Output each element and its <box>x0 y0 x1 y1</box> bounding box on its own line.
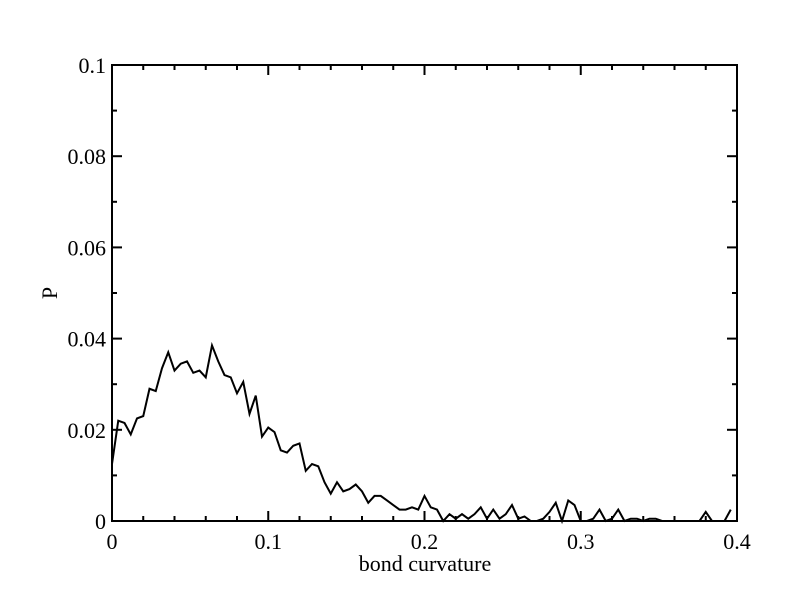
x-tick-label: 0.3 <box>567 529 595 554</box>
x-tick-label: 0.1 <box>255 529 283 554</box>
y-tick-labels: 0 0.02 0.04 0.06 0.08 0.1 <box>68 53 107 534</box>
y-tick-label: 0.08 <box>68 144 107 169</box>
x-tick-labels: 0 0.1 0.2 0.3 0.4 <box>107 529 751 554</box>
x-tick-label: 0.2 <box>411 529 439 554</box>
y-tick-label: 0.1 <box>79 53 107 78</box>
minor-ticks <box>112 65 737 521</box>
y-tick-label: 0.02 <box>68 418 107 443</box>
x-axis-label: bond curvature <box>359 551 492 576</box>
x-tick-label: 0.4 <box>723 529 751 554</box>
x-tick-label: 0 <box>107 529 118 554</box>
y-axis-label: P <box>37 287 62 299</box>
y-tick-label: 0.06 <box>68 235 107 260</box>
plot-frame <box>111 64 738 522</box>
major-ticks <box>111 64 738 522</box>
y-tick-label: 0.04 <box>68 327 107 352</box>
y-tick-label: 0 <box>95 509 106 534</box>
series-line <box>111 341 732 525</box>
